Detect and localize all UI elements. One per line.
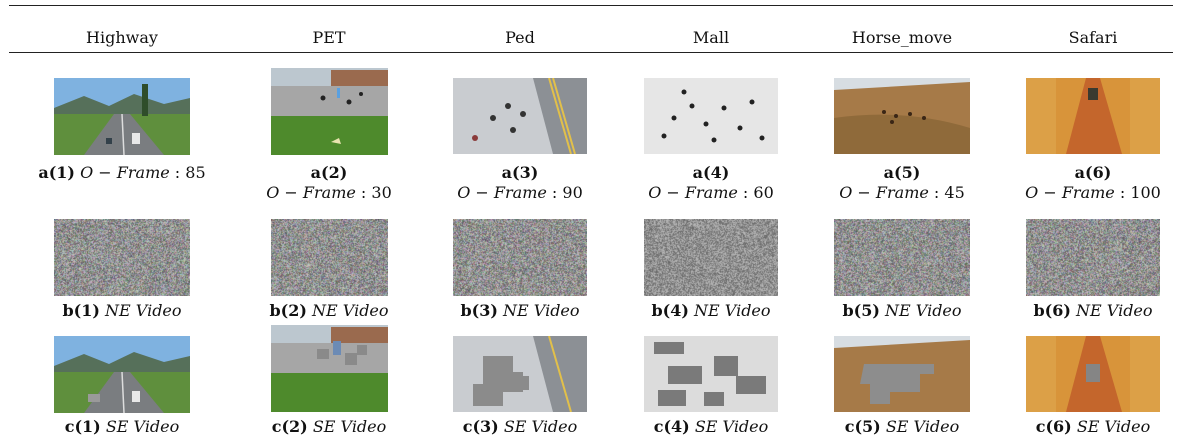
caption-label: b(5) bbox=[842, 301, 880, 320]
safari-ne-video-frame bbox=[1026, 219, 1160, 296]
caption-b3: b(3) NE Video bbox=[425, 301, 615, 321]
horse-move-ne-video-frame bbox=[834, 219, 970, 296]
caption-label: c(5) bbox=[844, 417, 881, 436]
caption-text: NE Video bbox=[694, 301, 771, 320]
column-header-mall: Mall bbox=[692, 28, 730, 47]
caption-math: O − Frame bbox=[839, 183, 929, 202]
caption-value: 100 bbox=[1130, 183, 1161, 202]
caption-label: b(3) bbox=[460, 301, 498, 320]
table-top-rule bbox=[9, 5, 1173, 6]
column-header-pet: PET bbox=[312, 28, 346, 47]
caption-label: a(6) bbox=[1074, 163, 1112, 182]
caption-value: 60 bbox=[753, 183, 774, 202]
caption-label: c(2) bbox=[271, 417, 308, 436]
caption-a2: a(2) O − Frame : 30 bbox=[234, 163, 424, 203]
caption-b2: b(2) NE Video bbox=[234, 301, 424, 321]
caption-a5: a(5) O − Frame : 45 bbox=[807, 163, 997, 203]
caption-label: a(4) bbox=[692, 163, 730, 182]
caption-label: b(1) bbox=[62, 301, 100, 320]
caption-text: SE Video bbox=[694, 417, 769, 436]
caption-label: b(2) bbox=[269, 301, 307, 320]
highway-se-video-frame bbox=[54, 336, 190, 413]
caption-label: c(1) bbox=[64, 417, 101, 436]
caption-label: a(3) bbox=[501, 163, 539, 182]
caption-label: b(6) bbox=[1033, 301, 1071, 320]
caption-c5: c(5) SE Video bbox=[807, 417, 997, 437]
ped-se-video-frame bbox=[453, 336, 587, 412]
caption-c1: c(1) SE Video bbox=[27, 417, 217, 437]
column-header-safari: Safari bbox=[1068, 28, 1118, 47]
caption-a6: a(6) O − Frame : 100 bbox=[998, 163, 1182, 203]
caption-label: c(3) bbox=[462, 417, 499, 436]
caption-c2: c(2) SE Video bbox=[234, 417, 424, 437]
highway-original-frame bbox=[54, 78, 190, 155]
caption-b1: b(1) NE Video bbox=[27, 301, 217, 321]
caption-value: 85 bbox=[185, 163, 206, 182]
column-header-ped: Ped bbox=[505, 28, 535, 47]
caption-label: a(1) bbox=[38, 163, 75, 182]
caption-math: O − Frame bbox=[266, 183, 356, 202]
caption-a3: a(3) O − Frame : 90 bbox=[425, 163, 615, 203]
caption-text: NE Video bbox=[885, 301, 962, 320]
caption-math: O − Frame bbox=[80, 163, 170, 182]
caption-value: 30 bbox=[371, 183, 392, 202]
safari-original-frame bbox=[1026, 78, 1160, 154]
caption-b6: b(6) NE Video bbox=[998, 301, 1182, 321]
mall-original-frame bbox=[644, 78, 778, 154]
caption-c6: c(6) SE Video bbox=[998, 417, 1182, 437]
column-header-horse-move: Horse_move bbox=[851, 28, 953, 47]
caption-math: O − Frame bbox=[1025, 183, 1115, 202]
caption-value: 90 bbox=[562, 183, 583, 202]
pet-se-video-frame bbox=[271, 325, 388, 412]
caption-c4: c(4) SE Video bbox=[616, 417, 806, 437]
table-header-rule bbox=[9, 52, 1173, 53]
caption-label: c(4) bbox=[653, 417, 690, 436]
caption-b5: b(5) NE Video bbox=[807, 301, 997, 321]
caption-c3: c(3) SE Video bbox=[425, 417, 615, 437]
ped-ne-video-frame bbox=[453, 219, 587, 296]
caption-label: a(5) bbox=[883, 163, 921, 182]
caption-label: c(6) bbox=[1035, 417, 1072, 436]
column-header-highway: Highway bbox=[86, 28, 158, 47]
caption-label: b(4) bbox=[651, 301, 689, 320]
ped-original-frame bbox=[453, 78, 587, 154]
caption-math: O − Frame bbox=[457, 183, 547, 202]
safari-se-video-frame bbox=[1026, 336, 1160, 412]
horse-move-se-video-frame bbox=[834, 336, 970, 412]
caption-math: O − Frame bbox=[648, 183, 738, 202]
caption-text: NE Video bbox=[105, 301, 182, 320]
highway-ne-video-frame bbox=[54, 219, 190, 296]
caption-text: SE Video bbox=[503, 417, 578, 436]
caption-label: a(2) bbox=[310, 163, 348, 182]
caption-text: SE Video bbox=[885, 417, 960, 436]
mall-se-video-frame bbox=[644, 336, 778, 412]
horse-move-original-frame bbox=[834, 78, 970, 154]
mall-ne-video-frame bbox=[644, 219, 778, 296]
caption-b4: b(4) NE Video bbox=[616, 301, 806, 321]
caption-value: 45 bbox=[944, 183, 965, 202]
caption-a1: a(1) O − Frame : 85 bbox=[38, 163, 206, 182]
caption-a4: a(4) O − Frame : 60 bbox=[616, 163, 806, 203]
caption-text: NE Video bbox=[1076, 301, 1153, 320]
caption-text: SE Video bbox=[312, 417, 387, 436]
caption-text: SE Video bbox=[1076, 417, 1151, 436]
pet-original-frame bbox=[271, 68, 388, 155]
pet-ne-video-frame bbox=[271, 219, 388, 296]
caption-text: NE Video bbox=[312, 301, 389, 320]
caption-text: SE Video bbox=[105, 417, 180, 436]
caption-text: NE Video bbox=[503, 301, 580, 320]
